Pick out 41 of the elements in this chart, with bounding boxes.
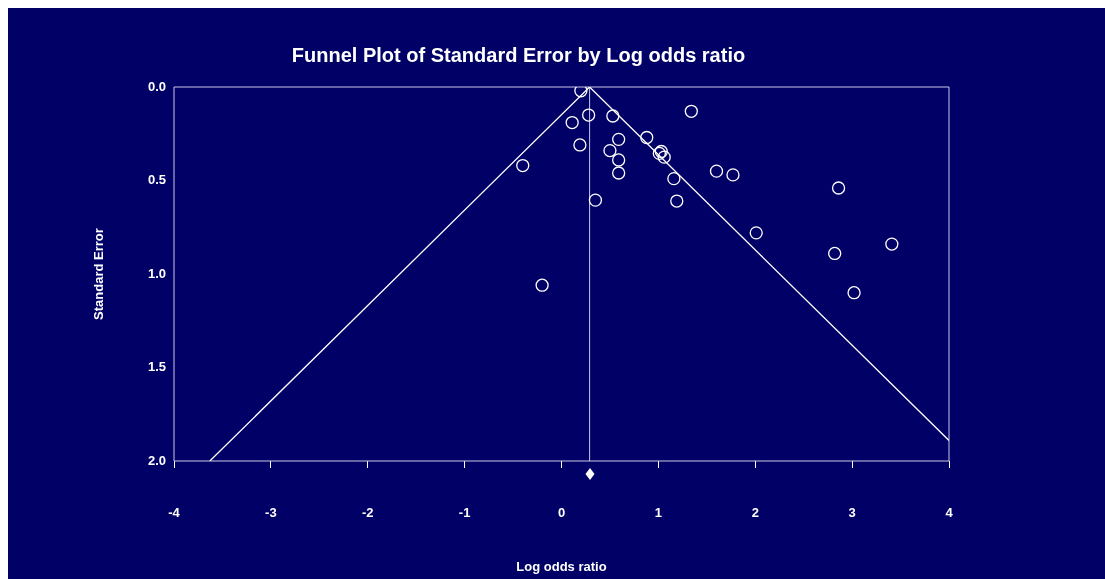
y-tick-label: 0.5 <box>147 172 166 188</box>
y-tick-label: 1.5 <box>147 359 166 375</box>
x-tick-label: -1 <box>458 505 471 521</box>
x-tick-label: 0 <box>557 505 566 521</box>
point <box>885 237 899 251</box>
point <box>726 168 740 182</box>
chart-title: Funnel Plot of Standard Error by Log odds ratio <box>291 43 746 66</box>
point <box>828 246 842 261</box>
x-tick-label: 1 <box>654 505 662 521</box>
y-axis-title: Standard Error <box>91 228 107 320</box>
x-tick-label: 3 <box>848 505 856 521</box>
point <box>606 109 620 123</box>
y-tick-label: 2.0 <box>147 452 166 468</box>
point <box>535 278 549 292</box>
point <box>588 193 603 207</box>
point <box>581 108 596 122</box>
x-tick-label: -2 <box>361 505 374 521</box>
x-axis-title: Log odds ratio <box>516 558 607 574</box>
point <box>749 226 763 240</box>
point <box>684 104 698 118</box>
point <box>667 171 681 186</box>
point <box>573 138 587 152</box>
point <box>516 158 530 173</box>
point <box>847 286 861 300</box>
point <box>574 87 588 98</box>
point <box>603 143 617 158</box>
y-tick-label: 0.0 <box>147 78 166 94</box>
point <box>670 194 684 208</box>
point <box>612 153 626 167</box>
point <box>640 130 654 145</box>
x-tick-label: -4 <box>168 505 181 521</box>
x-tick-label: -3 <box>265 505 277 521</box>
y-tick-label: 1.0 <box>147 265 166 281</box>
point <box>709 164 724 178</box>
point <box>831 181 846 195</box>
point <box>612 132 626 147</box>
x-tick-label: 4 <box>945 505 954 521</box>
point <box>657 150 671 164</box>
point <box>565 115 579 130</box>
point <box>612 166 626 180</box>
x-tick-label: 2 <box>751 505 759 521</box>
